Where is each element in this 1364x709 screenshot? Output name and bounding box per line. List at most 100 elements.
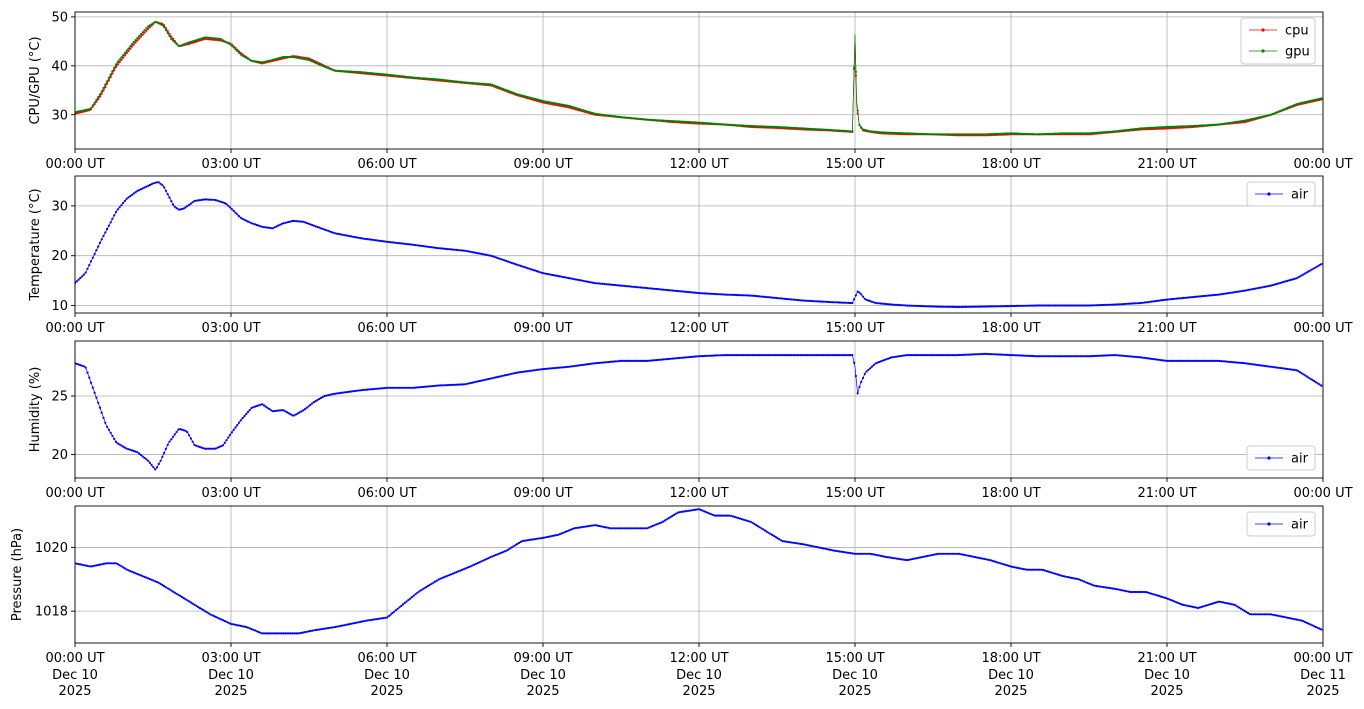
data-point <box>999 562 1002 565</box>
legend-marker <box>1261 49 1265 53</box>
data-point <box>516 371 519 374</box>
data-point <box>642 286 645 289</box>
data-point <box>298 411 301 414</box>
data-point <box>1083 132 1086 135</box>
x-tick-label: 06:00 UT <box>357 157 416 172</box>
data-point <box>428 385 431 388</box>
data-point <box>77 278 80 281</box>
data-point <box>111 217 114 220</box>
data-point <box>107 224 110 227</box>
data-point <box>607 283 610 286</box>
data-point <box>730 123 733 126</box>
data-point <box>487 377 490 381</box>
legend-marker <box>1267 192 1271 196</box>
data-point <box>432 78 435 81</box>
data-point <box>1116 130 1120 133</box>
data-point <box>819 300 822 303</box>
data-point <box>116 60 119 64</box>
data-point <box>1266 114 1269 117</box>
data-point <box>1311 624 1314 627</box>
data-point <box>660 358 663 361</box>
data-point <box>1289 278 1292 281</box>
data-point <box>275 225 278 228</box>
data-point <box>731 354 735 357</box>
data-point <box>806 299 809 302</box>
data-point <box>644 527 647 530</box>
x-tick-label: 09:00 UT <box>513 651 572 666</box>
data-point <box>537 537 540 540</box>
data-point <box>940 552 943 555</box>
data-point <box>1239 607 1243 610</box>
data-point <box>104 562 107 565</box>
data-point <box>974 305 977 308</box>
data-point <box>157 462 160 466</box>
data-point <box>97 98 100 101</box>
data-point <box>560 275 563 278</box>
data-point <box>353 621 356 625</box>
data-point <box>703 292 706 295</box>
data-point <box>845 354 849 357</box>
data-point <box>446 79 449 82</box>
data-point <box>186 42 189 45</box>
data-point <box>671 514 674 518</box>
data-point <box>412 243 415 246</box>
data-point <box>207 447 210 450</box>
data-point <box>492 255 496 258</box>
data-point <box>1243 609 1246 613</box>
data-point <box>241 54 244 57</box>
data-point <box>526 96 529 99</box>
data-point <box>510 546 513 549</box>
data-point <box>1040 133 1043 136</box>
data-point <box>1147 591 1150 594</box>
data-point <box>854 294 858 297</box>
data-point <box>277 57 280 60</box>
data-point <box>603 526 606 529</box>
data-point <box>820 354 824 357</box>
data-point <box>100 92 103 95</box>
data-point <box>840 354 843 357</box>
data-point <box>619 116 622 119</box>
data-point <box>430 582 433 585</box>
data-point <box>790 354 793 357</box>
data-point <box>644 118 647 121</box>
data-point <box>958 353 961 357</box>
data-point <box>712 513 715 517</box>
data-point <box>398 386 401 389</box>
data-point <box>894 355 897 358</box>
data-point <box>145 576 148 579</box>
data-point <box>648 287 651 290</box>
data-point <box>114 440 118 443</box>
data-point <box>1182 125 1185 128</box>
data-point <box>960 133 963 136</box>
data-point <box>1275 366 1278 369</box>
data-point <box>890 556 893 559</box>
data-point <box>1193 295 1196 298</box>
data-point <box>348 235 351 238</box>
y-tick-label: 50 <box>51 10 68 25</box>
data-point <box>1063 132 1066 135</box>
data-point <box>1095 131 1098 134</box>
data-point <box>277 632 280 635</box>
data-point <box>1024 132 1027 135</box>
data-point <box>566 530 569 533</box>
data-point <box>1254 287 1257 290</box>
data-point <box>1083 304 1086 307</box>
data-point <box>209 36 212 40</box>
data-point <box>161 24 164 27</box>
data-point <box>387 240 390 244</box>
data-point <box>879 131 883 134</box>
data-point <box>393 386 396 389</box>
data-point <box>920 132 924 135</box>
data-point <box>858 291 861 294</box>
data-point <box>291 632 294 635</box>
data-point <box>672 513 676 517</box>
data-point <box>1213 123 1216 126</box>
data-point <box>389 613 392 616</box>
data-point <box>899 558 902 561</box>
data-point <box>1138 302 1141 305</box>
data-point <box>1198 359 1202 362</box>
data-point <box>484 82 487 86</box>
data-point <box>681 510 685 513</box>
data-point <box>271 632 274 635</box>
data-point <box>259 61 262 64</box>
